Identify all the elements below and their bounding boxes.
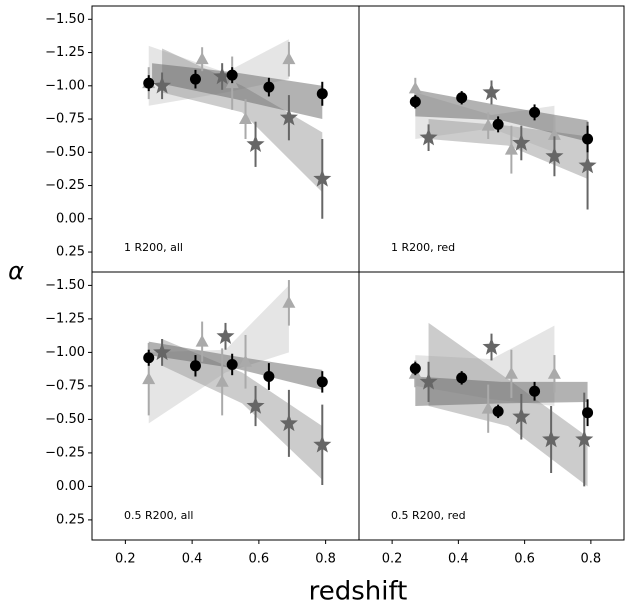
- marker-circle: [456, 92, 468, 104]
- marker-triangle: [282, 295, 296, 308]
- panel-annotation: 0.5 R200, red: [391, 509, 466, 522]
- y-tick-label: 0.00: [56, 211, 85, 226]
- marker-circle: [316, 88, 328, 100]
- x-tick-label: 0.4: [182, 552, 203, 567]
- x-tick-label: 0.4: [448, 552, 469, 567]
- marker-circle: [529, 106, 541, 118]
- y-tick-label: 0.25: [56, 512, 85, 527]
- marker-circle: [409, 96, 421, 108]
- panel-annotation: 1 R200, red: [391, 241, 455, 254]
- confidence-band: [415, 89, 588, 142]
- marker-circle: [529, 385, 541, 397]
- marker-star: [542, 430, 561, 448]
- marker-triangle: [282, 52, 296, 65]
- y-tick-label: −1.50: [45, 278, 85, 293]
- marker-circle: [143, 352, 155, 364]
- marker-star: [213, 67, 232, 85]
- marker-star: [419, 372, 438, 390]
- y-tick-label: −1.25: [45, 45, 85, 60]
- marker-star: [512, 407, 531, 425]
- x-tick-label: 0.6: [514, 552, 535, 567]
- marker-triangle: [547, 367, 561, 379]
- y-tick-label: −0.50: [45, 145, 85, 160]
- marker-triangle: [215, 375, 229, 387]
- marker-triangle: [142, 372, 156, 385]
- panel-frame: [358, 271, 625, 541]
- x-tick-label: 0.8: [581, 552, 602, 567]
- x-tick-label: 0.6: [249, 552, 270, 567]
- marker-triangle: [481, 401, 495, 414]
- marker-star: [279, 108, 298, 126]
- marker-star: [482, 83, 501, 101]
- y-tick-label: −1.25: [45, 311, 85, 326]
- y-tick-label: 0.00: [56, 479, 85, 494]
- y-tick-label: −0.50: [45, 412, 85, 427]
- y-tick-label: −0.25: [45, 445, 85, 460]
- marker-star: [545, 146, 564, 164]
- panel-annotation: 0.5 R200, all: [124, 509, 193, 522]
- marker-star: [246, 134, 265, 152]
- marker-star: [313, 435, 332, 453]
- marker-star: [512, 133, 531, 151]
- marker-star: [246, 396, 265, 414]
- marker-star: [279, 413, 298, 432]
- marker-star: [153, 76, 172, 94]
- y-axis-label: α: [8, 257, 24, 285]
- confidence-band: [415, 376, 588, 406]
- marker-star: [153, 342, 172, 361]
- x-tick-label: 0.8: [315, 552, 336, 567]
- marker-circle: [492, 405, 504, 417]
- marker-circle: [189, 360, 201, 372]
- marker-star: [482, 337, 501, 355]
- marker-star: [216, 326, 235, 344]
- y-tick-label: −1.50: [45, 12, 85, 27]
- x-tick-label: 0.2: [382, 552, 403, 567]
- marker-circle: [456, 372, 468, 384]
- marker-triangle: [239, 112, 252, 124]
- marker-triangle: [239, 354, 252, 367]
- marker-triangle: [504, 142, 518, 155]
- marker-circle: [263, 371, 275, 383]
- marker-star: [578, 156, 597, 174]
- marker-circle: [582, 133, 594, 145]
- marker-star: [313, 169, 332, 187]
- panel-annotation: 1 R200, all: [124, 241, 183, 254]
- x-tick-label: 0.2: [115, 552, 136, 567]
- marker-triangle: [481, 118, 495, 131]
- y-tick-label: −1.00: [45, 78, 85, 93]
- marker-triangle: [195, 334, 209, 347]
- marker-triangle: [408, 81, 422, 94]
- panel-frame: [91, 271, 360, 541]
- confidence-band: [162, 339, 323, 480]
- marker-circle: [409, 362, 421, 374]
- marker-circle: [316, 376, 328, 388]
- marker-circle: [143, 77, 155, 89]
- marker-circle: [189, 73, 201, 85]
- confidence-band: [428, 119, 588, 179]
- marker-circle: [582, 407, 594, 419]
- marker-star: [419, 128, 438, 146]
- marker-circle: [492, 118, 504, 130]
- y-tick-label: −0.75: [45, 112, 85, 127]
- y-tick-label: −0.75: [45, 378, 85, 393]
- y-tick-label: −1.00: [45, 345, 85, 360]
- marker-circle: [226, 358, 238, 370]
- y-tick-label: 0.25: [56, 245, 85, 260]
- marker-circle: [226, 69, 238, 81]
- marker-circle: [263, 81, 275, 93]
- marker-triangle: [547, 128, 561, 140]
- marker-star: [575, 430, 594, 448]
- marker-triangle: [195, 52, 209, 65]
- x-axis-label: redshift: [309, 577, 408, 607]
- y-tick-label: −0.25: [45, 178, 85, 193]
- marker-triangle: [504, 367, 518, 379]
